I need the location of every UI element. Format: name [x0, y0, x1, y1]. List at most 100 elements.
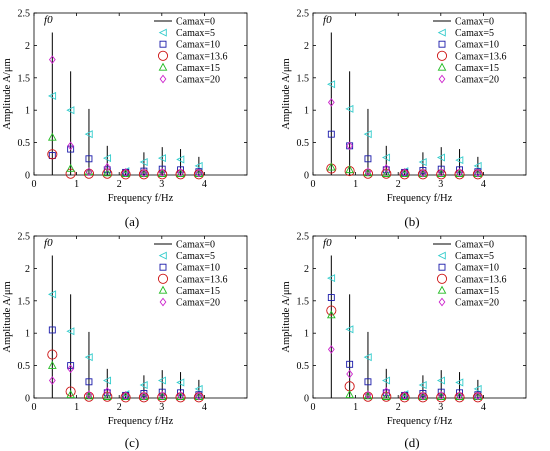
data-point	[327, 98, 335, 107]
y-tick-label: 2.5	[18, 232, 31, 243]
data-point	[345, 165, 354, 174]
data-point	[437, 391, 445, 400]
data-point	[346, 360, 354, 368]
y-tick-label: 0	[304, 394, 309, 405]
data-point	[345, 104, 354, 113]
legend-label: Camax=0	[176, 17, 215, 28]
data-point	[47, 349, 58, 360]
data-point	[419, 168, 427, 178]
data-point	[437, 168, 445, 177]
data-point	[47, 360, 57, 369]
data-point	[85, 167, 93, 177]
panel-tag: (d)	[404, 435, 419, 450]
legend-marker	[437, 251, 446, 260]
legend-label: Camax=10	[176, 263, 220, 274]
data-point	[157, 376, 166, 385]
y-tick-label: 2	[25, 264, 30, 275]
legend-marker	[159, 40, 167, 48]
y-tick-label: 0.5	[297, 138, 310, 149]
data-point	[401, 168, 408, 177]
plot-frame	[33, 12, 248, 176]
data-point	[474, 168, 482, 178]
y-tick-label: 2.5	[297, 232, 310, 243]
data-point	[326, 310, 336, 319]
y-tick-label: 2.5	[297, 9, 310, 20]
x-tick-label: 0	[311, 402, 316, 413]
data-point	[456, 389, 463, 397]
legend-marker	[159, 74, 167, 84]
data-point	[65, 168, 76, 179]
y-tick-label: 1.5	[297, 296, 310, 307]
x-tick-label: 0	[32, 402, 37, 413]
data-point	[157, 154, 166, 163]
data-point	[48, 91, 57, 100]
y-tick-label: 0	[304, 171, 309, 182]
data-point	[47, 149, 58, 160]
y-axis-label: Amplitude A/μm	[281, 58, 292, 129]
plot-frame	[312, 235, 527, 399]
x-axis-label: Frequency f/Hz	[108, 193, 174, 204]
legend-label: Camax=20	[455, 75, 499, 86]
x-tick-label: 1	[74, 402, 79, 413]
data-point	[382, 164, 390, 173]
data-point	[177, 389, 184, 397]
legend-label: Camax=0	[176, 240, 215, 251]
data-point	[381, 376, 391, 385]
legend-marker	[157, 50, 169, 61]
legend-marker	[157, 273, 169, 284]
y-tick-label: 2	[304, 41, 309, 52]
data-point	[194, 384, 203, 393]
x-tick-label: 1	[353, 179, 358, 190]
data-point	[139, 158, 148, 167]
legend-marker	[437, 62, 447, 71]
data-point	[195, 168, 203, 178]
data-point	[85, 390, 93, 400]
x-tick-label: 3	[159, 402, 164, 413]
legend-marker	[438, 74, 446, 84]
data-point	[65, 386, 76, 397]
y-tick-label: 1.5	[18, 296, 31, 307]
x-tick-label: 1	[74, 179, 79, 190]
y-tick-label: 2.5	[18, 9, 31, 20]
plot-frame	[33, 235, 248, 399]
legend-label: Camax=0	[455, 17, 494, 28]
legend-label: Camax=20	[176, 298, 220, 309]
legend-label: Camax=10	[455, 40, 499, 51]
data-point	[67, 364, 75, 374]
legend-marker	[158, 251, 167, 260]
data-point	[419, 391, 427, 401]
chart-panel-c: 0 0.5 1 1.5 2 2.5 0 1 2 3 4 Amplitude A/μm Frequency…	[2, 232, 248, 450]
data-point	[364, 378, 372, 386]
x-tick-label: 4	[202, 402, 207, 413]
data-point	[327, 294, 335, 302]
legend-label: Camax=13.6	[176, 51, 227, 62]
data-point	[418, 158, 427, 167]
data-point	[381, 391, 391, 400]
legend-marker	[437, 28, 446, 37]
data-point	[122, 168, 129, 177]
legend-label: Camax=13.6	[455, 51, 506, 62]
data-point	[158, 165, 166, 173]
peak-label: f0	[44, 237, 53, 249]
legend-marker	[158, 62, 168, 71]
y-axis-label: Amplitude A/μm	[2, 58, 13, 129]
legend-label: Camax=15	[455, 63, 499, 74]
data-point	[327, 274, 336, 283]
data-point	[122, 391, 129, 400]
legend-label: Camax=5	[176, 28, 215, 39]
data-point	[418, 381, 427, 390]
chart-panel-d: 0 0.5 1 1.5 2 2.5 0 1 2 3 4 Amplitude A/μm Frequency…	[281, 232, 527, 450]
y-tick-label: 1.5	[297, 73, 310, 84]
y-tick-label: 1	[304, 329, 309, 340]
x-axis-label: Frequency f/Hz	[387, 416, 453, 427]
data-point	[102, 154, 112, 163]
legend-label: Camax=15	[455, 286, 499, 297]
x-tick-label: 0	[311, 179, 316, 190]
data-point	[364, 390, 372, 400]
legend-marker	[159, 263, 167, 271]
data-point	[364, 155, 372, 163]
data-point	[177, 168, 184, 177]
data-point	[66, 163, 75, 172]
y-tick-label: 0	[25, 394, 30, 405]
data-point	[437, 165, 445, 173]
